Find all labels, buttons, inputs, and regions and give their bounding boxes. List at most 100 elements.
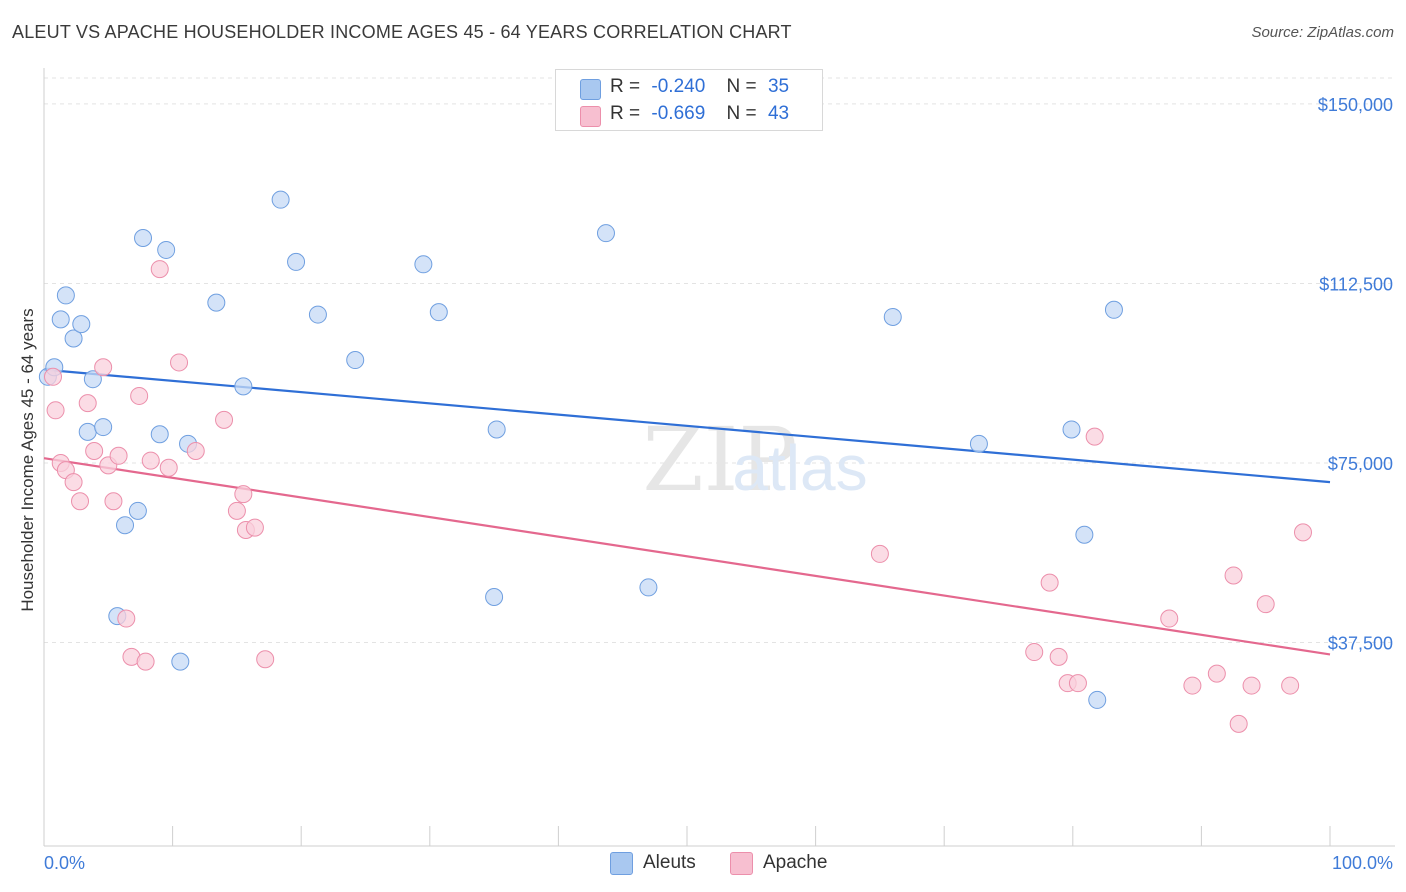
point-apache (1293, 523, 1312, 542)
point-apache (1256, 595, 1275, 614)
point-aleuts (64, 329, 83, 348)
bottom-legend-label: Apache (763, 852, 828, 873)
point-apache (1068, 674, 1087, 693)
point-apache (256, 650, 275, 669)
point-aleuts (116, 516, 135, 535)
y-tick-label: $37,500 (1328, 633, 1393, 653)
point-apache (186, 442, 205, 460)
point-aleuts (51, 310, 70, 329)
point-apache (1224, 566, 1243, 585)
point-apache (1025, 643, 1044, 662)
point-aleuts (128, 501, 147, 520)
bottom-legend-swatch-apache (730, 852, 753, 875)
point-apache (234, 485, 253, 504)
point-apache (46, 401, 65, 420)
point-aleuts (429, 303, 448, 322)
y-axis-label-wrap: Householder Income Ages 45 - 64 years (16, 270, 40, 650)
legend-r-label: R = (610, 76, 641, 97)
point-apache (1183, 676, 1202, 695)
point-apache (1281, 676, 1300, 695)
point-aleuts (346, 351, 365, 370)
y-axis-label: Householder Income Ages 45 - 64 years (18, 308, 37, 612)
point-aleuts (1075, 525, 1094, 544)
point-apache (141, 451, 160, 470)
point-aleuts (134, 228, 153, 247)
legend-r-value: -0.240 (651, 76, 706, 97)
y-tick-labels: $37,500 $75,000 $112,500 $150,000 (1318, 95, 1393, 654)
point-apache (870, 544, 889, 563)
point-aleuts (287, 252, 306, 271)
gridlines (44, 77, 1395, 643)
point-apache (85, 442, 104, 460)
point-apache (170, 353, 189, 372)
point-apache (94, 358, 113, 377)
point-aleuts (596, 224, 615, 243)
point-apache (227, 501, 246, 520)
point-aleuts (171, 652, 190, 671)
axes (43, 68, 1395, 847)
point-apache (1242, 676, 1261, 695)
point-aleuts (207, 293, 226, 312)
chart-title: ALEUT VS APACHE HOUSEHOLDER INCOME AGES … (12, 22, 792, 42)
point-aleuts (78, 422, 97, 441)
point-apache (1040, 573, 1059, 592)
point-aleuts (234, 377, 253, 396)
point-apache (71, 492, 90, 511)
point-aleuts (94, 418, 113, 437)
point-apache (215, 410, 234, 429)
point-apache (1207, 664, 1226, 683)
point-aleuts (969, 434, 988, 453)
point-apache (159, 458, 178, 477)
watermark-atlas: atlas (732, 432, 867, 504)
point-aleuts (1062, 420, 1081, 439)
legend-r-value: -0.669 (651, 103, 706, 124)
point-aleuts (271, 190, 290, 209)
point-apache (104, 492, 123, 511)
bottom-legend-label: Aleuts (643, 852, 696, 873)
legend-n-label: N = (726, 103, 757, 124)
x-tick-label-max: 100.0% (1332, 853, 1393, 873)
point-apache (117, 609, 136, 628)
x-tick-label-min: 0.0% (44, 853, 85, 873)
point-aleuts (487, 420, 506, 439)
point-apache (150, 260, 169, 279)
source-label: Source: ZipAtlas.com (1251, 24, 1394, 41)
point-apache (1229, 714, 1248, 733)
trend-lines (43, 368, 1331, 656)
point-apache (44, 367, 63, 386)
point-apache (64, 473, 83, 492)
point-aleuts (157, 240, 176, 259)
legend-swatch-aleuts (580, 79, 601, 100)
legend-swatch-apache (580, 106, 601, 127)
x-tick-labels: 0.0% 100.0% (44, 853, 1393, 873)
point-aleuts (72, 315, 91, 334)
bottom-legend-swatch-aleuts (610, 852, 633, 875)
point-aleuts (883, 307, 902, 326)
point-apache (1049, 647, 1068, 666)
point-aleuts (1088, 690, 1107, 709)
y-tick-label: $75,000 (1328, 454, 1393, 474)
trend-line-aleuts (43, 368, 1331, 484)
point-apache (130, 386, 149, 405)
data-points (38, 190, 1312, 733)
point-aleuts (414, 255, 433, 274)
legend-r-label: R = (610, 103, 641, 124)
point-apache (78, 394, 97, 413)
legend-n-value: 43 (767, 103, 790, 124)
y-tick-label: $150,000 (1318, 95, 1393, 115)
point-aleuts (308, 305, 327, 324)
point-aleuts (150, 425, 169, 444)
point-apache (109, 446, 128, 465)
legend-n-value: 35 (767, 76, 790, 97)
point-aleuts (83, 370, 102, 389)
point-aleuts (485, 588, 504, 607)
correlation-legend: R = -0.240 N = 35 R = -0.669 N = 43 (555, 69, 823, 131)
point-apache (245, 518, 264, 537)
point-aleuts (639, 578, 658, 597)
y-tick-label: $112,500 (1319, 274, 1393, 294)
point-apache (1160, 609, 1179, 628)
point-aleuts (56, 286, 75, 305)
trend-line-apache (43, 457, 1331, 656)
point-apache (1085, 427, 1104, 446)
